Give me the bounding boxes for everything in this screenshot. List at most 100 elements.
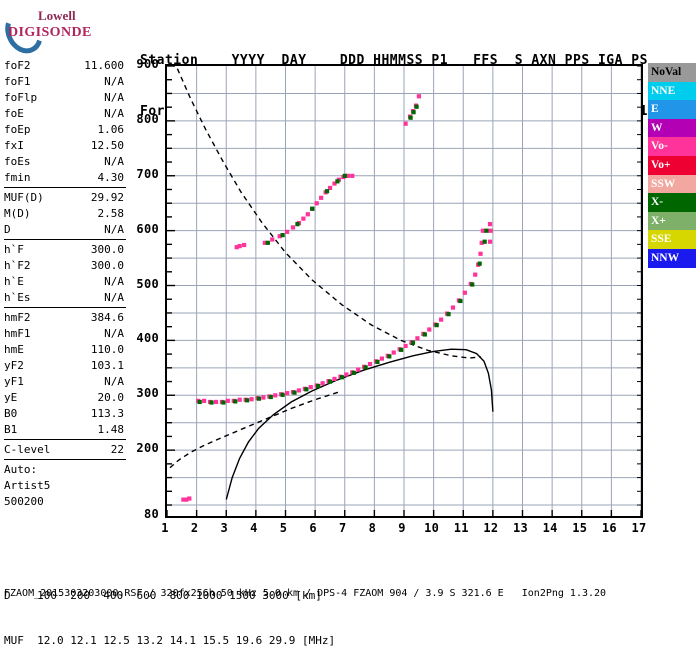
param-divider (4, 307, 126, 308)
param-key: M(D) (4, 207, 31, 220)
data-point (290, 225, 296, 230)
param-row: hmE 110.0 (4, 342, 126, 358)
param-value: 1.06 (97, 123, 125, 136)
data-point (237, 244, 242, 249)
param-value: N/A (104, 223, 124, 236)
param-row: C-level 22 (4, 442, 126, 458)
x-axis-label-2: 2 (190, 521, 199, 535)
legend-item-vo-[interactable]: Vo+ (648, 155, 696, 175)
data-point (242, 242, 247, 248)
data-point (439, 317, 444, 322)
param-row: foEs N/A (4, 154, 126, 170)
param-row: fxI 12.50 (4, 138, 126, 154)
data-point (484, 228, 489, 233)
param-key: foF1 (4, 75, 31, 88)
data-point (391, 350, 396, 355)
data-point (262, 240, 267, 245)
data-point (411, 110, 416, 115)
param-value: N/A (104, 91, 124, 104)
legend-item-noval[interactable]: NoVal (648, 63, 696, 82)
legend-item-sse[interactable]: SSE (648, 230, 696, 249)
data-point (375, 359, 380, 364)
param-key: B0 (4, 407, 18, 420)
data-point (256, 396, 262, 401)
x-axis-label-13: 13 (512, 521, 529, 535)
muf-distance-table: D 100 200 400 600 800 1000 1500 3000 [km… (4, 558, 335, 663)
data-point (181, 497, 186, 502)
x-axis-label-16: 16 (601, 521, 617, 535)
data-point (415, 336, 420, 341)
param-key: h`F2 (4, 259, 31, 272)
param-row: hmF2 384.6 (4, 310, 126, 326)
param-row: B1 1.48 (4, 422, 126, 438)
legend-item-ssw[interactable]: SSW (648, 174, 696, 194)
param-value: N/A (104, 107, 124, 120)
param-row: foF2 11.600 (4, 58, 126, 74)
data-point (187, 496, 192, 501)
data-point (356, 367, 361, 372)
param-key: hmF1 (4, 327, 31, 340)
data-point (332, 376, 337, 382)
curve-electron-density-profile-solid- (225, 348, 494, 500)
data-point (399, 347, 404, 352)
x-axis-label-15: 15 (572, 521, 588, 535)
x-axis-label-6: 6 (309, 521, 317, 535)
param-value: 110.0 (90, 343, 124, 356)
legend-item-vo-[interactable]: Vo- (648, 137, 696, 156)
param-value: 103.1 (90, 359, 124, 372)
data-point (197, 399, 202, 405)
data-point (479, 240, 484, 245)
data-point (367, 361, 373, 367)
data-point (234, 245, 239, 250)
param-value: 29.92 (90, 191, 124, 204)
legend-item-w[interactable]: W (648, 118, 696, 138)
data-point (319, 195, 324, 200)
param-key: C-level (4, 443, 51, 456)
curve-lower-dashed-profile (169, 391, 340, 469)
param-key: fmin (4, 171, 31, 184)
param-value: 22 (110, 443, 124, 456)
data-point (249, 397, 254, 402)
param-value: 2.58 (97, 207, 125, 220)
y-axis-label-800: 800 (136, 111, 159, 126)
direction-legend[interactable]: NoVal NNE E W Vo- Vo+ SSW X- X+ SSE NNW (648, 63, 696, 268)
param-divider (4, 439, 126, 440)
param-row: M(D) 2.58 (4, 206, 126, 222)
param-row: foFlp N/A (4, 90, 126, 106)
param-row: foEp 1.06 (4, 122, 126, 138)
param-key: h`F (4, 243, 24, 256)
param-group-profile: hmF2 384.6 hmF1 N/A hmE 110.0 yF2 103.1 yF1 N… (4, 310, 126, 438)
param-row: fmin 4.30 (4, 170, 126, 186)
legend-item-e[interactable]: E (648, 100, 696, 119)
data-point (324, 189, 330, 194)
series-x-trace-x- (197, 228, 489, 405)
param-key: foEp (4, 123, 31, 136)
legend-item-x-[interactable]: X- (648, 193, 696, 212)
param-key: foE (4, 107, 24, 120)
data-point (327, 379, 333, 384)
x-axis-label-7: 7 (338, 521, 347, 535)
param-key: MUF(D) (4, 191, 44, 204)
auto-software: Artist5 (4, 479, 51, 492)
param-key: fxI (4, 139, 24, 152)
legend-item-nnw[interactable]: NNW (648, 248, 696, 268)
y-axis-label-500: 500 (136, 276, 159, 291)
legend-item-label: NoVal (651, 66, 682, 78)
param-value: 20.0 (97, 391, 125, 404)
data-point (332, 181, 337, 186)
legend-item-x-[interactable]: X+ (648, 211, 696, 231)
data-point (270, 237, 275, 242)
legend-item-label: E (651, 103, 659, 116)
data-point (478, 251, 483, 256)
y-axis-label-200: 200 (136, 441, 159, 456)
data-point (379, 356, 384, 361)
x-axis-label-17: 17 (631, 521, 647, 535)
y-axis-label-400: 400 (136, 331, 159, 346)
x-axis-label-3: 3 (220, 521, 229, 535)
legend-item-nne[interactable]: NNE (648, 81, 696, 101)
x-axis-label-1: 1 (161, 521, 169, 535)
ionogram-plot-area[interactable] (165, 64, 643, 518)
data-point (450, 305, 456, 310)
y-axis-label-600: 600 (136, 221, 159, 236)
param-value: 1.48 (97, 423, 125, 436)
